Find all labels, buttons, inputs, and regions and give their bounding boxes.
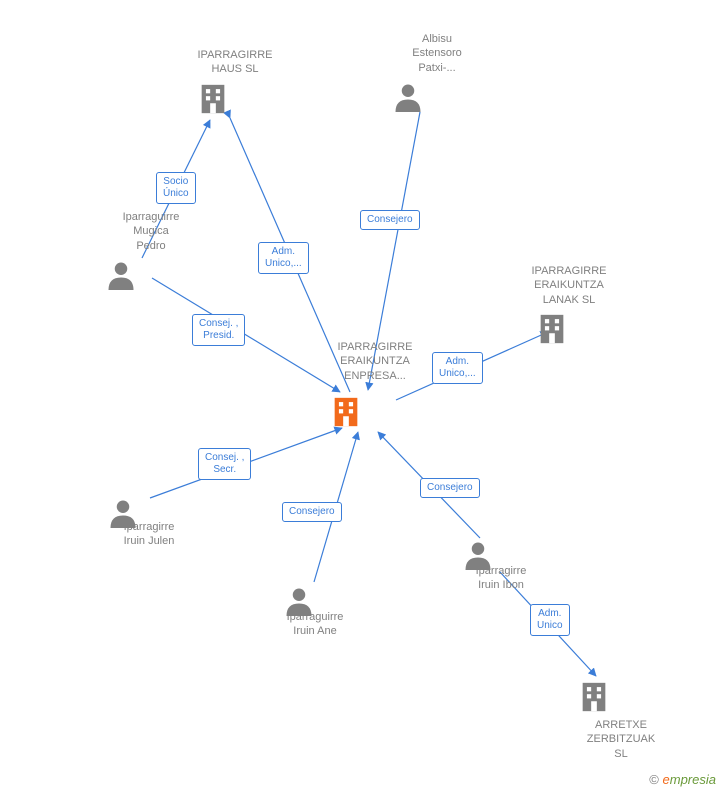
edge-label-albisu-center: Consejero [360, 210, 420, 230]
company-icon [577, 680, 611, 714]
company-icon [196, 82, 230, 116]
node-haus[interactable] [196, 82, 230, 121]
node-lanak[interactable] [535, 312, 569, 351]
edge-label-ibon-arretxe: Adm.Unico [530, 604, 570, 636]
brand-first-letter: e [663, 772, 670, 787]
edge-label-pedro-haus: SocioÚnico [156, 172, 196, 204]
node-label: AlbisuEstensoroPatxi-... [392, 32, 482, 75]
edge-pedro-center [152, 278, 340, 392]
company-icon [329, 395, 363, 429]
watermark: © empresia [649, 772, 716, 787]
node-label: IparraguirreMugicaPedro [106, 210, 196, 253]
node-arretxe[interactable] [577, 680, 611, 719]
node-albisu[interactable] [393, 82, 423, 117]
node-label: IparragirreIruin Julen [104, 520, 194, 549]
node-label: IparragirreIruin Ibon [456, 564, 546, 593]
node-center[interactable] [329, 395, 363, 434]
copyright-symbol: © [649, 772, 659, 787]
person-icon [106, 260, 136, 290]
edge-label-julen-center: Consej. ,Secr. [198, 448, 251, 480]
company-icon [535, 312, 569, 346]
edges-layer [0, 0, 728, 795]
edge-label-center-lanak: Adm.Unico,... [432, 352, 483, 384]
node-label: ARRETXEZERBITZUAKSL [576, 718, 666, 761]
edge-label-ibon-center: Consejero [420, 478, 480, 498]
edge-label-pedro-center: Consej. ,Presid. [192, 314, 245, 346]
node-label: IPARRAGIRREERAIKUNTZAENPRESA... [330, 340, 420, 383]
node-label: IPARRAGIRREERAIKUNTZALANAK SL [524, 264, 614, 307]
edge-label-haus-center: Adm.Unico,... [258, 242, 309, 274]
diagram-canvas: IPARRAGIRREERAIKUNTZAENPRESA... IPARRAGI… [0, 0, 728, 795]
edge-label-ane-center: Consejero [282, 502, 342, 522]
node-label: IPARRAGIRREHAUS SL [190, 48, 280, 77]
node-pedro[interactable] [106, 260, 136, 295]
node-label: IparraguirreIruin Ane [270, 610, 360, 639]
person-icon [393, 82, 423, 112]
brand-rest: mpresia [670, 772, 716, 787]
